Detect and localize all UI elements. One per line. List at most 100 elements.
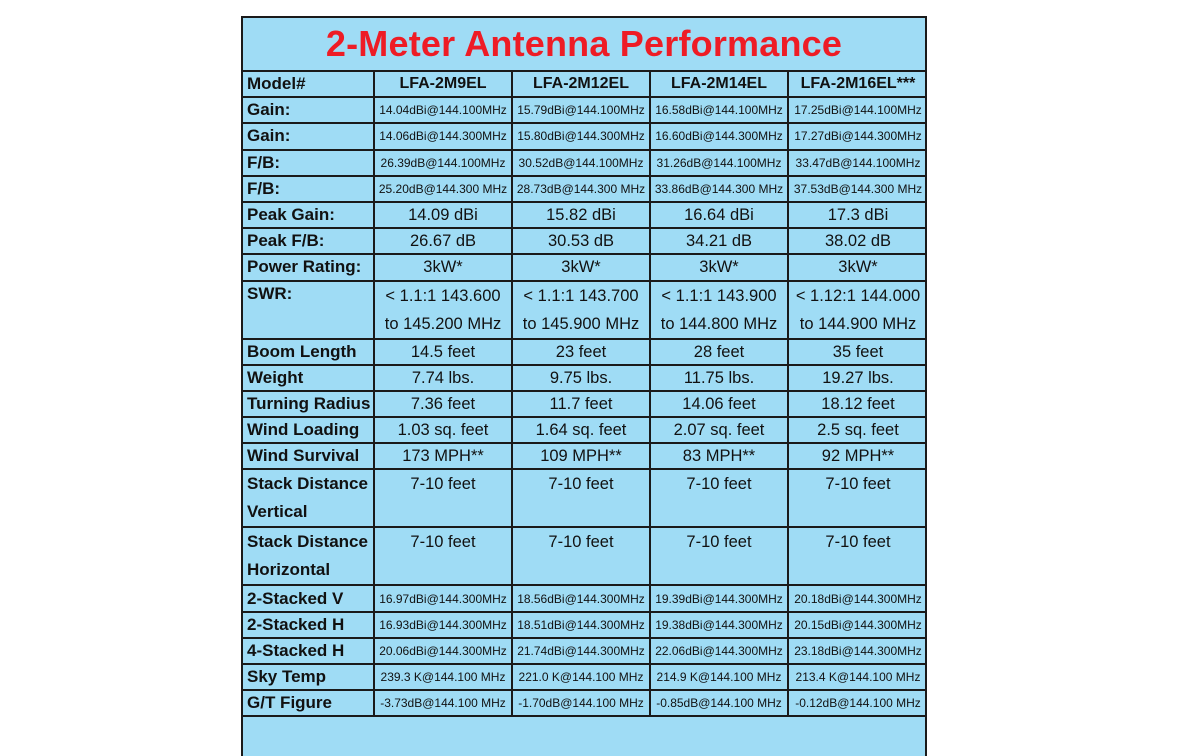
table-row: Weight 7.74 lbs. 9.75 lbs. 11.75 lbs. 19.27 … <box>243 363 925 392</box>
row-label: Sky Temp <box>243 662 375 692</box>
value-cell: 7-10 feet <box>787 526 925 587</box>
table-row: Gain: 14.04dBi@144.100MHz 15.79dBi@144.100… <box>243 96 925 125</box>
table-row: G/T Figure -3.73dB@144.100 MHz -1.70dB@144… <box>243 689 925 718</box>
value-cell: 83 MPH** <box>649 442 789 471</box>
table-row: 4-Stacked H 20.06dBi@144.300MHz 21.74dBi@1… <box>243 636 925 666</box>
table-row: F/B: 26.39dB@144.100MHz 30.52dB@144.100MHz… <box>243 148 925 177</box>
value-cell: 11.75 lbs. <box>649 363 789 392</box>
table-row: Peak F/B: 26.67 dB 30.53 dB 34.21 dB 38.02 d… <box>243 227 925 256</box>
value-cell: 173 MPH** <box>373 442 513 471</box>
value-cell: 14.06 feet <box>649 389 789 419</box>
value-cell: 19.39dBi@144.300MHz <box>649 584 789 613</box>
row-label: Stack Distance Vertical <box>243 468 375 529</box>
value-cell: 37.53dB@144.300 MHz <box>787 174 925 203</box>
value-cell: 19.38dBi@144.300MHz <box>649 610 789 639</box>
value-cell: 214.9 K@144.100 MHz <box>649 662 789 692</box>
value-cell: 25.20dB@144.300 MHz <box>373 174 513 203</box>
value-line: 7-10 feet <box>410 533 476 552</box>
value-cell: -0.12dB@144.100 MHz <box>787 689 925 718</box>
row-label: 2-Stacked V <box>243 584 375 613</box>
value-cell: 34.21 dB <box>649 227 789 256</box>
value-cell: 7-10 feet <box>511 526 651 587</box>
value-cell: < 1.1:1 143.600 to 145.200 MHz <box>373 279 513 340</box>
value-line: to 144.900 MHz <box>799 314 917 333</box>
row-label: Turning Radius <box>243 389 375 419</box>
column-header: Model# <box>243 72 375 99</box>
column-header: LFA-2M16EL*** <box>787 72 925 99</box>
value-cell: 17.3 dBi <box>787 200 925 230</box>
value-cell: 109 MPH** <box>511 442 651 471</box>
table-row: Boom Length 14.5 feet 23 feet 28 feet 35 fee… <box>243 337 925 366</box>
value-cell: 26.67 dB <box>373 227 513 256</box>
row-label: G/T Figure <box>243 689 375 718</box>
row-label: 4-Stacked H <box>243 636 375 666</box>
performance-table: Model# LFA-2M9EL LFA-2M12EL LFA-2M14EL L… <box>243 72 925 718</box>
row-label: Wind Loading <box>243 416 375 445</box>
value-cell: 15.82 dBi <box>511 200 651 230</box>
table-row: Wind Survival 173 MPH** 109 MPH** 83 MPH** 9… <box>243 442 925 471</box>
value-cell: 38.02 dB <box>787 227 925 256</box>
value-cell: 239.3 K@144.100 MHz <box>373 662 513 692</box>
row-label-line: Stack Distance <box>247 474 368 494</box>
value-cell: 7-10 feet <box>373 468 513 529</box>
table-row: 2-Stacked H 16.93dBi@144.300MHz 18.51dBi@1… <box>243 610 925 639</box>
value-cell: 14.04dBi@144.100MHz <box>373 96 513 125</box>
value-cell: 15.79dBi@144.100MHz <box>511 96 651 125</box>
value-cell: 16.97dBi@144.300MHz <box>373 584 513 613</box>
value-cell: 221.0 K@144.100 MHz <box>511 662 651 692</box>
value-line: to 145.200 MHz <box>384 314 502 333</box>
value-line: 7-10 feet <box>825 533 891 552</box>
row-label: F/B: <box>243 174 375 203</box>
row-label: Weight <box>243 363 375 392</box>
table-row: Stack Distance Vertical 7-10 feet 7-10 feet… <box>243 468 925 529</box>
value-cell: 33.47dB@144.100MHz <box>787 148 925 177</box>
column-header: LFA-2M12EL <box>511 72 651 99</box>
row-label: Boom Length <box>243 337 375 366</box>
value-cell: 7-10 feet <box>649 526 789 587</box>
table-row: Peak Gain: 14.09 dBi 15.82 dBi 16.64 dBi 17.… <box>243 200 925 230</box>
value-line: to 145.900 MHz <box>522 314 640 333</box>
value-cell: 1.03 sq. feet <box>373 416 513 445</box>
column-header: LFA-2M14EL <box>649 72 789 99</box>
value-cell: 7-10 feet <box>649 468 789 529</box>
value-line: < 1.12:1 144.000 <box>795 286 921 305</box>
value-cell: 20.15dBi@144.300MHz <box>787 610 925 639</box>
value-cell: 35 feet <box>787 337 925 366</box>
value-cell: 22.06dBi@144.300MHz <box>649 636 789 666</box>
value-cell: 16.93dBi@144.300MHz <box>373 610 513 639</box>
value-cell: -3.73dB@144.100 MHz <box>373 689 513 718</box>
value-cell: < 1.12:1 144.000 to 144.900 MHz <box>787 279 925 340</box>
row-label: Wind Survival <box>243 442 375 471</box>
value-cell: -0.85dB@144.100 MHz <box>649 689 789 718</box>
table-row: 2-Stacked V 16.97dBi@144.300MHz 18.56dBi@1… <box>243 584 925 613</box>
value-cell: 19.27 lbs. <box>787 363 925 392</box>
table-row: SWR: < 1.1:1 143.600 to 145.200 MHz < 1.1:1… <box>243 279 925 340</box>
value-cell: 28 feet <box>649 337 789 366</box>
value-line: < 1.1:1 143.700 <box>523 286 639 305</box>
value-cell: 33.86dB@144.300 MHz <box>649 174 789 203</box>
column-header: LFA-2M9EL <box>373 72 513 99</box>
table-row: Stack Distance Horizontal 7-10 feet 7-10 fe… <box>243 526 925 587</box>
table-row: Power Rating: 3kW* 3kW* 3kW* 3kW* <box>243 253 925 282</box>
value-cell: 18.51dBi@144.300MHz <box>511 610 651 639</box>
value-cell: 30.53 dB <box>511 227 651 256</box>
row-label: Stack Distance Horizontal <box>243 526 375 587</box>
page-title: 2-Meter Antenna Performance <box>243 18 925 72</box>
value-cell: 31.26dB@144.100MHz <box>649 148 789 177</box>
table-row: F/B: 25.20dB@144.300 MHz 28.73dB@144.300 M… <box>243 174 925 203</box>
header-row: Model# LFA-2M9EL LFA-2M12EL LFA-2M14EL L… <box>243 72 925 99</box>
table-row: Turning Radius 7.36 feet 11.7 feet 14.06 fe… <box>243 389 925 419</box>
value-cell: 23 feet <box>511 337 651 366</box>
row-label: Peak Gain: <box>243 200 375 230</box>
value-cell: 23.18dBi@144.300MHz <box>787 636 925 666</box>
value-cell: 11.7 feet <box>511 389 651 419</box>
table-body: Model# LFA-2M9EL LFA-2M12EL LFA-2M14EL L… <box>243 72 925 718</box>
value-cell: 17.25dBi@144.100MHz <box>787 96 925 125</box>
value-cell: 30.52dB@144.100MHz <box>511 148 651 177</box>
value-cell: 2.07 sq. feet <box>649 416 789 445</box>
row-label: Gain: <box>243 122 375 151</box>
value-cell: 7-10 feet <box>373 526 513 587</box>
value-cell: < 1.1:1 143.700 to 145.900 MHz <box>511 279 651 340</box>
value-cell: -1.70dB@144.100 MHz <box>511 689 651 718</box>
performance-sheet: 2-Meter Antenna Performance Model# LFA-2… <box>241 16 927 756</box>
